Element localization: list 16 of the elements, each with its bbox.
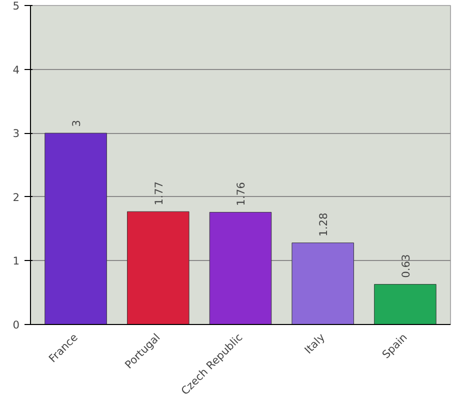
bar <box>292 242 354 324</box>
data-label: 1.76 <box>234 182 248 206</box>
y-tick-label: 1 <box>12 254 20 268</box>
y-tick-label: 4 <box>12 63 20 76</box>
data-label: 1.77 <box>152 181 166 206</box>
bar <box>44 132 107 324</box>
y-tick-label: 0 <box>12 318 20 332</box>
y-tick-label: 5 <box>12 0 20 12</box>
bar <box>127 211 190 324</box>
data-label: 0.63 <box>399 254 412 278</box>
data-label: 1.28 <box>316 212 330 236</box>
y-tick-label: 3 <box>12 127 20 140</box>
data-label: 3 <box>70 120 83 127</box>
bar <box>209 212 272 324</box>
bar <box>374 284 436 324</box>
y-tick-label: 2 <box>12 190 20 204</box>
